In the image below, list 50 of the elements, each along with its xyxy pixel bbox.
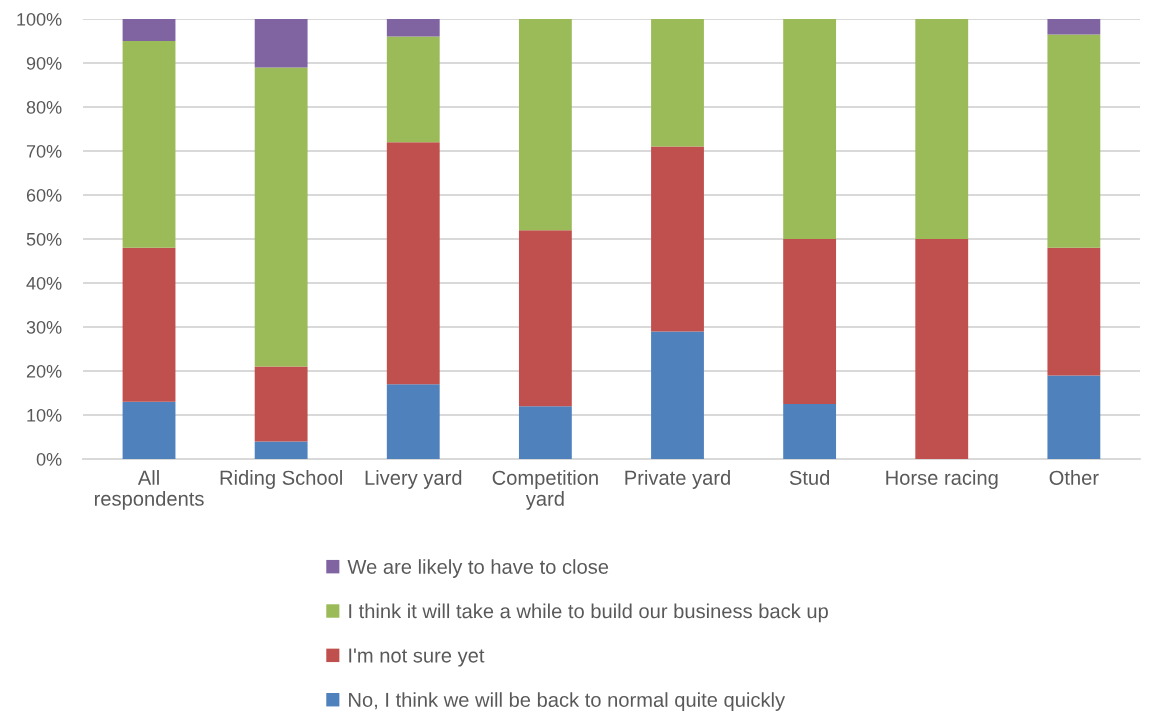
x-tick-label: Other [1049, 470, 1099, 485]
y-tick-label: 60% [26, 188, 62, 202]
legend-label: We are likely to have to close [347, 559, 609, 578]
bar [254, 19, 308, 68]
x-tick-label: Private yard [625, 470, 730, 489]
bar [783, 239, 837, 404]
y-tick-label: 70% [26, 144, 62, 158]
bar [122, 247, 176, 402]
bar [518, 19, 572, 231]
y-tick-label: 10% [27, 408, 62, 422]
bar [651, 146, 704, 332]
x-tick-label: Horse racing [886, 470, 998, 489]
bar [1047, 375, 1101, 459]
y-tick-label: 0% [36, 452, 62, 466]
bar [651, 331, 704, 459]
y-tick-label: 20% [26, 364, 62, 378]
y-tick-label: 90% [26, 56, 62, 70]
bar [783, 404, 837, 459]
bar [783, 19, 837, 239]
bar [1047, 19, 1101, 35]
bar [254, 67, 308, 367]
bar [518, 406, 572, 459]
legend-label: I think it will take a while to build our business back up [349, 603, 828, 623]
bar [518, 230, 572, 407]
bar [122, 401, 176, 459]
bar [386, 384, 440, 459]
x-tick-label: Stud [789, 470, 830, 485]
bar [915, 239, 969, 459]
bar [915, 19, 969, 239]
bar [122, 41, 176, 248]
bar [386, 36, 440, 143]
x-tick-label: All respondents [94, 470, 204, 510]
bar [254, 366, 308, 442]
bar [386, 19, 440, 37]
bar [1047, 247, 1101, 376]
x-tick-label: Livery yard [365, 470, 462, 489]
bar [254, 441, 308, 459]
legend-label: I'm not sure yet [349, 648, 485, 667]
y-tick-label: 100% [17, 12, 62, 26]
bar [122, 19, 176, 42]
x-tick-label: Competition yard [492, 470, 598, 510]
legend-label: No, I think we will be back to normal quite quickly [349, 692, 786, 711]
y-tick-label: 30% [26, 320, 62, 334]
y-tick-label: 80% [26, 100, 62, 114]
bar [386, 142, 440, 385]
y-tick-label: 50% [26, 232, 62, 246]
y-tick-label: 40% [26, 276, 62, 290]
x-tick-label: Riding School [220, 470, 342, 489]
bar [651, 19, 704, 147]
bar [1047, 34, 1101, 248]
